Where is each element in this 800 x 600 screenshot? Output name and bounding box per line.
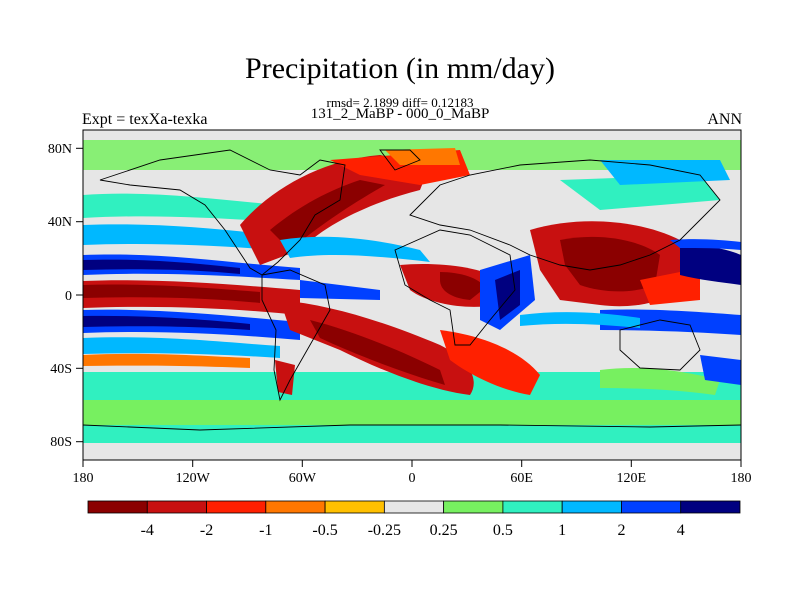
lat-tick-label: 40N [48,215,72,230]
south-atlantic-darkred-core [310,320,445,385]
equatorial-pacific-darkred-band [83,284,260,303]
siberia-teal-region [560,175,720,210]
north-pacific-lightblue-band [83,224,300,252]
west-pacific-blue [670,239,741,250]
colorbar-level-label: -1 [259,522,272,539]
south-pacific-navy-band [83,315,250,330]
colorbar-swatch [146,500,207,514]
north-pacific-teal-band [83,193,280,222]
colorbar: -4 -2 -1 -0.5 -0.25 0.25 0.5 1 2 4 [87,500,741,539]
colorbar-level-label: 4 [677,522,685,539]
colorbar-swatch [443,500,504,514]
colorbar-swatch [324,500,385,514]
colorbar-swatch [621,500,682,514]
lat-tick-label: 80S [50,435,72,450]
lon-tick-label: 0 [409,471,416,486]
tasman-blue [700,355,741,385]
north-pacific-navy-band [83,259,240,274]
lon-tick-label: 60W [289,471,317,486]
south-pacific-orange-band [83,353,250,368]
lat-tick-label: 0 [65,289,72,304]
colorbar-swatch [502,500,563,514]
colorbar-level-label: 2 [617,522,625,539]
west-pacific-navy [680,245,741,285]
lat-tick-label: 80N [48,142,72,157]
lat-tick-label: 40S [50,362,72,377]
lon-tick-label: 180 [73,471,94,486]
colorbar-level-label: -0.5 [312,522,337,539]
lon-tick-label: 180 [731,471,752,486]
lon-tick-label: 120E [617,471,647,486]
atlantic-itcz-blue [300,280,380,300]
coastlines [83,149,741,431]
colorbar-level-label: 0.25 [430,522,458,539]
indian-lightblue-band [520,312,640,328]
south-pacific-lightblue-band [83,337,280,358]
south-america-tip-red [275,360,295,395]
season-label: ANN [707,111,742,128]
south-indian-blue-band [600,309,741,335]
lon-tick-label: 60E [510,471,533,486]
precipitation-field [83,130,741,460]
asia-darkred-core [560,236,660,292]
experiment-subtitle: 131_2_MaBP - 000_0_MaBP [310,106,490,122]
southern-ocean-teal-band [83,425,741,443]
south-indian-red-region [440,330,540,395]
tick-marks [76,147,742,467]
plot-title: Precipitation (in mm/day) [245,52,555,85]
colorbar-level-label: -0.25 [368,522,401,539]
colorbar-swatch [680,500,741,514]
colorbar-swatch [206,500,267,514]
experiment-label: Expt = texXa-texka [82,111,208,128]
stats-text: rmsd= 2.1899 diff= 0.12183 [326,95,474,110]
colorbar-swatch [561,500,622,514]
siberia-blue-region [600,160,730,185]
colorbar-level-label: -4 [141,522,154,539]
atlantic-blue-band [280,236,430,262]
australia-south-green [600,368,720,395]
colorbar-level-label: 1 [558,522,566,539]
sahel-darkred-core [440,272,485,300]
colorbar-level-label: -2 [200,522,213,539]
colorbar-level-label: 0.5 [493,522,513,539]
maritime-continent-red [640,268,700,305]
colorbar-swatch [265,500,326,514]
colorbar-swatch [383,500,445,514]
lon-tick-label: 120W [176,471,211,486]
arctic-orange-region [385,148,460,165]
north-atlantic-darkred-core [270,180,385,250]
colorbar-swatch [87,500,148,514]
